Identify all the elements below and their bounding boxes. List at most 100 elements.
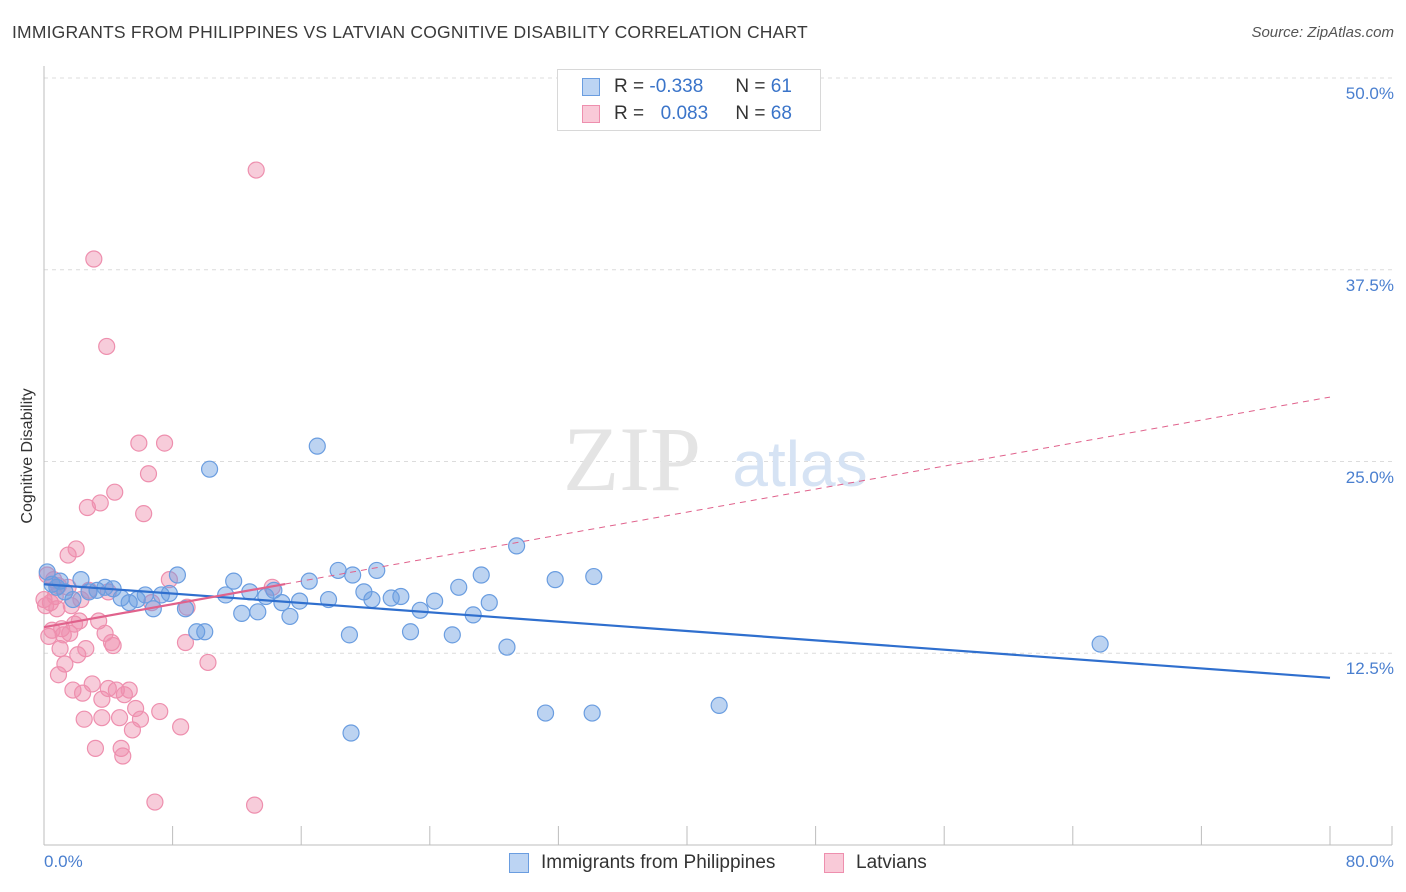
latvians-point bbox=[139, 465, 158, 483]
philippines-point bbox=[450, 578, 468, 596]
legend-r-value: 0.083 bbox=[660, 103, 709, 124]
bottom-legend-label-latvians: Latvians bbox=[856, 852, 927, 873]
latvians-point bbox=[99, 679, 117, 698]
latvians-point bbox=[75, 710, 93, 728]
philippines-point bbox=[401, 623, 420, 641]
bottom-legend-swatch-blue bbox=[509, 853, 529, 873]
latvians-trend-line-dashed bbox=[285, 396, 1331, 585]
philippines-point bbox=[443, 626, 461, 644]
latvians-point bbox=[120, 681, 138, 699]
legend-row-philippines: R = -0.338 N = 61 bbox=[582, 75, 792, 99]
philippines-point bbox=[290, 592, 309, 610]
latvians-point bbox=[127, 699, 145, 718]
philippines-trend-line bbox=[43, 583, 1331, 679]
latvians-points bbox=[35, 161, 281, 814]
latvians-point bbox=[115, 686, 133, 704]
philippines-point bbox=[300, 572, 318, 590]
latvians-point bbox=[54, 626, 72, 644]
philippines-point bbox=[498, 638, 516, 656]
latvians-point bbox=[51, 640, 69, 658]
philippines-point bbox=[546, 571, 564, 589]
bottom-legend-label-philippines: Immigrants from Philippines bbox=[541, 852, 776, 873]
x-tick-max: 80.0% bbox=[1345, 852, 1394, 871]
philippines-point bbox=[168, 566, 187, 584]
latvians-point bbox=[49, 666, 68, 684]
legend-n-value: 68 bbox=[770, 103, 792, 124]
philippines-point bbox=[342, 724, 360, 742]
philippines-point bbox=[196, 623, 214, 641]
philippines-point bbox=[363, 590, 381, 609]
latvians-point bbox=[199, 653, 217, 672]
latvians-point bbox=[77, 640, 95, 658]
latvians-point bbox=[245, 796, 264, 814]
philippines-point bbox=[225, 572, 243, 590]
latvians-point bbox=[64, 681, 82, 699]
latvians-point bbox=[85, 250, 103, 268]
x-tick-min: 0.0% bbox=[44, 852, 83, 871]
legend-n-label: N = bbox=[735, 103, 766, 124]
latvians-point bbox=[155, 434, 174, 452]
latvians-point bbox=[98, 337, 116, 356]
philippines-point bbox=[472, 566, 490, 584]
latvians-point bbox=[61, 624, 79, 642]
philippines-point bbox=[308, 437, 326, 455]
correlation-legend: R = -0.338 N = 61 R = 0.083 N = 68 bbox=[557, 69, 821, 131]
latvians-point bbox=[160, 571, 178, 589]
latvians-trend-line-solid bbox=[43, 582, 286, 629]
latvians-point bbox=[93, 709, 111, 727]
philippines-point bbox=[426, 592, 444, 610]
watermark-atlas: atlas bbox=[732, 428, 867, 500]
latvians-point bbox=[247, 161, 265, 179]
philippines-point bbox=[536, 704, 555, 722]
philippines-point bbox=[340, 626, 359, 644]
latvians-point bbox=[93, 690, 111, 708]
latvians-point bbox=[110, 709, 129, 727]
philippines-point bbox=[200, 460, 219, 478]
watermark: ZIP atlas bbox=[563, 408, 868, 510]
y-tick-label: 12.5% bbox=[1345, 659, 1394, 679]
bottom-legend-latvians: Latvians bbox=[824, 852, 927, 874]
philippines-point bbox=[233, 604, 251, 622]
legend-n-value: 61 bbox=[770, 76, 792, 97]
philippines-point bbox=[585, 567, 603, 586]
source-label: Source: ZipAtlas.com bbox=[1251, 24, 1394, 41]
philippines-point bbox=[1091, 635, 1109, 653]
bottom-legend-philippines: Immigrants from Philippines bbox=[509, 852, 775, 874]
latvians-point bbox=[135, 505, 153, 523]
trend-lines bbox=[43, 396, 1331, 679]
latvians-point bbox=[83, 675, 101, 693]
latvians-point bbox=[48, 600, 66, 618]
philippines-point bbox=[480, 594, 498, 612]
legend-swatch-blue bbox=[582, 78, 600, 96]
latvians-point bbox=[176, 633, 195, 652]
legend-r-label: R = bbox=[614, 76, 645, 97]
philippines-point bbox=[392, 587, 410, 606]
philippines-point bbox=[249, 603, 267, 621]
latvians-point bbox=[104, 636, 122, 655]
chart-title: IMMIGRANTS FROM PHILIPPINES VS LATVIAN C… bbox=[12, 22, 808, 42]
latvians-point bbox=[114, 747, 132, 765]
philippines-point bbox=[64, 590, 82, 609]
latvians-point bbox=[151, 702, 169, 721]
latvians-point bbox=[86, 739, 105, 757]
y-tick-label: 25.0% bbox=[1345, 467, 1394, 487]
philippines-point bbox=[344, 566, 362, 584]
latvians-point bbox=[67, 540, 85, 558]
philippines-point bbox=[368, 561, 386, 580]
y-tick-label: 50.0% bbox=[1345, 84, 1394, 103]
axes-layer bbox=[43, 66, 1393, 846]
latvians-point bbox=[62, 597, 80, 615]
legend-swatch-pink bbox=[582, 105, 600, 123]
latvians-point bbox=[131, 710, 150, 728]
grid-layer bbox=[44, 77, 1392, 654]
y-tick-label: 37.5% bbox=[1345, 275, 1394, 295]
legend-row-latvians: R = 0.083 N = 68 bbox=[582, 102, 792, 126]
watermark-zip: ZIP bbox=[563, 408, 701, 510]
latvians-point bbox=[146, 793, 164, 811]
legend-r-value: -0.338 bbox=[649, 76, 704, 97]
latvians-point bbox=[130, 434, 148, 452]
latvians-point bbox=[172, 718, 190, 736]
legend-r-label: R = bbox=[614, 103, 645, 124]
latvians-point bbox=[106, 483, 124, 501]
latvians-point bbox=[78, 498, 97, 517]
